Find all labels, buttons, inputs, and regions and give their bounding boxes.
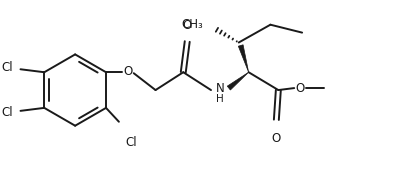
Polygon shape <box>227 72 249 90</box>
Text: O: O <box>272 132 281 145</box>
Text: Cl: Cl <box>1 61 13 74</box>
Polygon shape <box>238 45 249 72</box>
Text: H: H <box>216 94 224 104</box>
Text: Cl: Cl <box>126 136 137 149</box>
Text: O: O <box>183 19 192 32</box>
Text: CH₃: CH₃ <box>181 18 203 31</box>
Text: O: O <box>295 82 305 95</box>
Text: O: O <box>123 65 133 78</box>
Text: N: N <box>216 82 225 95</box>
Text: Cl: Cl <box>1 106 13 119</box>
